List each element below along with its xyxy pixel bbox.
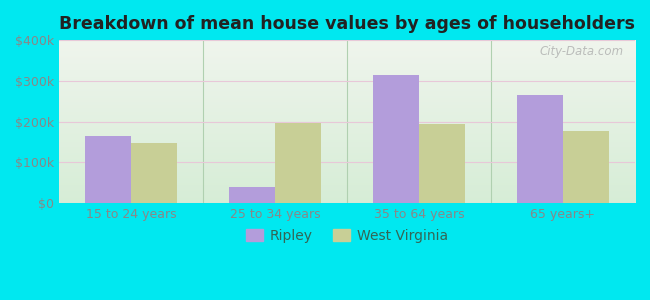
Title: Breakdown of mean house values by ages of householders: Breakdown of mean house values by ages o… xyxy=(59,15,635,33)
Bar xyxy=(131,143,177,203)
Bar xyxy=(563,130,609,203)
Bar xyxy=(229,187,275,203)
Bar xyxy=(517,95,563,203)
Bar xyxy=(419,124,465,203)
Bar xyxy=(85,136,131,203)
Bar xyxy=(275,123,321,203)
Text: City-Data.com: City-Data.com xyxy=(540,45,623,58)
Bar xyxy=(373,75,419,203)
Legend: Ripley, West Virginia: Ripley, West Virginia xyxy=(240,223,454,248)
